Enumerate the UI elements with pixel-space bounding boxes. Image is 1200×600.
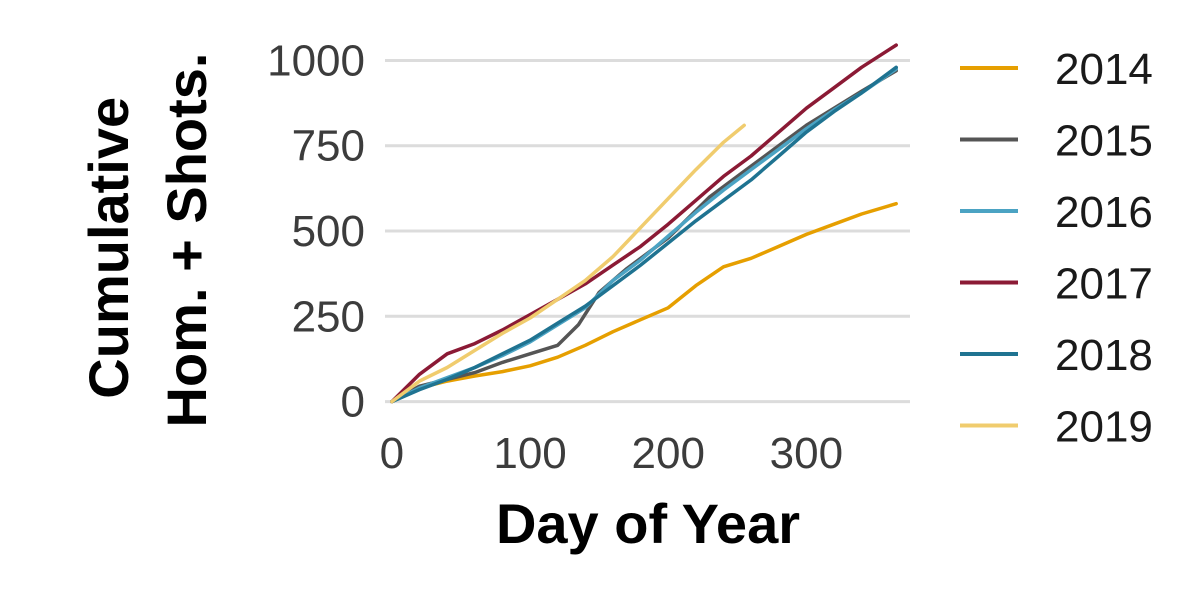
- series-line-2019: [390, 123, 746, 404]
- y-tick-labels: 0 250 500 750 1000: [267, 36, 365, 426]
- series-line-2017: [390, 43, 898, 404]
- x-tick-label: 0: [380, 429, 404, 478]
- legend-item-2018: 2018: [960, 331, 1153, 380]
- legend-item-2016: 2016: [960, 188, 1153, 237]
- legend-label: 2018: [1055, 331, 1153, 380]
- series-line-2018: [390, 65, 898, 404]
- series-line-2016: [390, 67, 898, 404]
- legend-label: 2019: [1055, 403, 1153, 452]
- y-tick-label: 250: [292, 292, 365, 341]
- y-tick-label: 500: [292, 207, 365, 256]
- legend-label: 2015: [1055, 117, 1153, 166]
- legend-item-2014: 2014: [960, 45, 1153, 94]
- series-lines: [390, 43, 898, 404]
- legend: 2014 2015 2016 2017 2018 2019: [960, 45, 1153, 452]
- legend-label: 2017: [1055, 260, 1153, 309]
- legend-label: 2016: [1055, 188, 1153, 237]
- y-tick-label: 1000: [267, 36, 365, 85]
- grid-lines: [385, 58, 910, 404]
- series-line-2014: [390, 201, 898, 404]
- x-tick-label: 100: [493, 429, 566, 478]
- y-tick-label: 0: [341, 378, 365, 427]
- y-axis-title-line-1: Cumulative: [77, 97, 140, 399]
- legend-label: 2014: [1055, 45, 1153, 94]
- legend-item-2017: 2017: [960, 260, 1153, 309]
- x-axis-title: Day of Year: [496, 492, 800, 555]
- y-axis-title: Cumulative Hom. + Shots.: [77, 53, 218, 428]
- legend-item-2015: 2015: [960, 117, 1153, 166]
- y-tick-label: 750: [292, 122, 365, 171]
- x-tick-labels: 0 100 200 300: [380, 429, 843, 478]
- x-tick-label: 200: [632, 429, 705, 478]
- x-tick-label: 300: [770, 429, 843, 478]
- y-axis-title-line-2: Hom. + Shots.: [155, 53, 218, 428]
- legend-item-2019: 2019: [960, 403, 1153, 452]
